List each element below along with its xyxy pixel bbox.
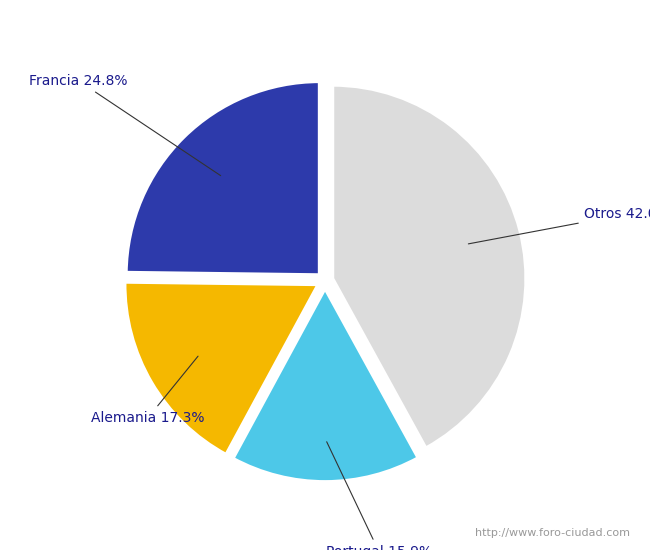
Text: La Bañeza - Turistas extranjeros según país - Agosto de 2024: La Bañeza - Turistas extranjeros según p… — [79, 15, 571, 31]
Wedge shape — [126, 81, 320, 275]
Text: Portugal 15.9%: Portugal 15.9% — [326, 442, 432, 550]
Text: http://www.foro-ciudad.com: http://www.foro-ciudad.com — [476, 528, 630, 538]
Wedge shape — [333, 85, 526, 448]
Text: Otros 42.0%: Otros 42.0% — [469, 207, 650, 244]
Text: Francia 24.8%: Francia 24.8% — [29, 74, 220, 175]
Text: Alemania 17.3%: Alemania 17.3% — [91, 356, 205, 425]
Wedge shape — [233, 288, 419, 482]
Wedge shape — [125, 282, 318, 455]
